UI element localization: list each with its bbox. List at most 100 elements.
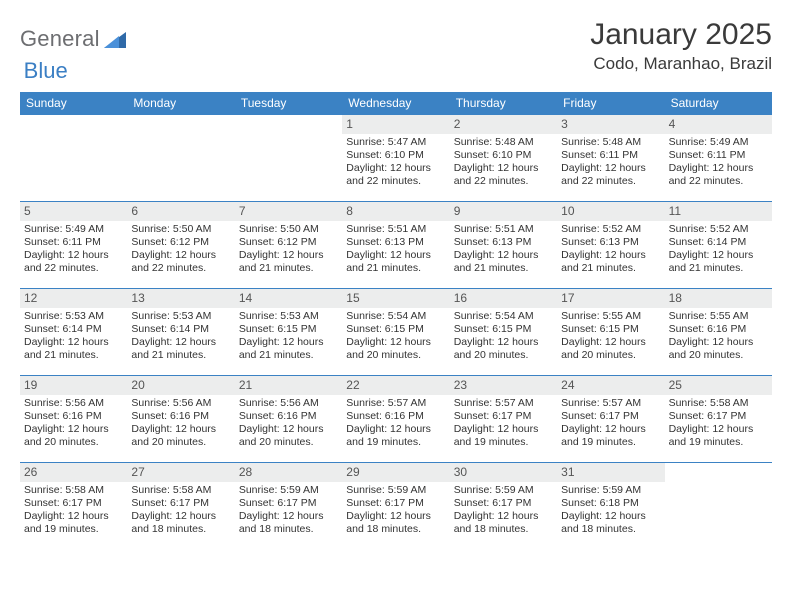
sunrise: Sunrise: 5:49 AM — [24, 223, 123, 236]
sunset: Sunset: 6:14 PM — [669, 236, 768, 249]
logo-triangle-icon — [104, 30, 126, 51]
sunset: Sunset: 6:10 PM — [454, 149, 553, 162]
day-detail: Sunrise: 5:56 AMSunset: 6:16 PMDaylight:… — [24, 397, 123, 450]
daylight: Daylight: 12 hours and 21 minutes. — [239, 249, 338, 275]
daylight: Daylight: 12 hours and 21 minutes. — [131, 336, 230, 362]
day-detail: Sunrise: 5:58 AMSunset: 6:17 PMDaylight:… — [131, 484, 230, 537]
sunset: Sunset: 6:17 PM — [669, 410, 768, 423]
day-cell — [665, 463, 772, 549]
sunrise: Sunrise: 5:47 AM — [346, 136, 445, 149]
day-cell: 12Sunrise: 5:53 AMSunset: 6:14 PMDayligh… — [20, 289, 127, 375]
day-number — [665, 463, 772, 482]
sunrise: Sunrise: 5:56 AM — [24, 397, 123, 410]
day-number: 29 — [342, 463, 449, 482]
day-detail: Sunrise: 5:54 AMSunset: 6:15 PMDaylight:… — [346, 310, 445, 363]
dow-sun: Sunday — [20, 92, 127, 115]
sunset: Sunset: 6:16 PM — [346, 410, 445, 423]
day-cell — [127, 115, 234, 201]
week-row: 1Sunrise: 5:47 AMSunset: 6:10 PMDaylight… — [20, 115, 772, 202]
day-number: 23 — [450, 376, 557, 395]
day-detail: Sunrise: 5:57 AMSunset: 6:16 PMDaylight:… — [346, 397, 445, 450]
sunset: Sunset: 6:12 PM — [131, 236, 230, 249]
day-detail: Sunrise: 5:59 AMSunset: 6:17 PMDaylight:… — [454, 484, 553, 537]
day-number — [20, 115, 127, 134]
sunrise: Sunrise: 5:50 AM — [239, 223, 338, 236]
dow-thu: Thursday — [450, 92, 557, 115]
day-detail: Sunrise: 5:55 AMSunset: 6:15 PMDaylight:… — [561, 310, 660, 363]
day-number: 14 — [235, 289, 342, 308]
sunrise: Sunrise: 5:50 AM — [131, 223, 230, 236]
day-cell — [235, 115, 342, 201]
sunset: Sunset: 6:12 PM — [239, 236, 338, 249]
sunset: Sunset: 6:17 PM — [239, 497, 338, 510]
day-detail: Sunrise: 5:58 AMSunset: 6:17 PMDaylight:… — [669, 397, 768, 450]
day-cell: 20Sunrise: 5:56 AMSunset: 6:16 PMDayligh… — [127, 376, 234, 462]
day-detail: Sunrise: 5:50 AMSunset: 6:12 PMDaylight:… — [239, 223, 338, 276]
daylight: Daylight: 12 hours and 21 minutes. — [24, 336, 123, 362]
day-cell: 10 Sunrise: 5:52 AMSunset: 6:13 PMDayligh… — [557, 202, 664, 288]
day-number: 5 — [20, 202, 127, 221]
day-number: 21 — [235, 376, 342, 395]
day-cell — [20, 115, 127, 201]
logo: General — [20, 26, 128, 52]
sunset: Sunset: 6:16 PM — [669, 323, 768, 336]
day-detail: Sunrise: 5:51 AMSunset: 6:13 PMDaylight:… — [454, 223, 553, 276]
sunrise: Sunrise: 5:53 AM — [239, 310, 338, 323]
sunset: Sunset: 6:11 PM — [24, 236, 123, 249]
day-detail: Sunrise: 5:52 AMSunset: 6:13 PMDaylight:… — [561, 223, 660, 276]
day-number: 1 — [342, 115, 449, 134]
day-number: 7 — [235, 202, 342, 221]
day-number: 4 — [665, 115, 772, 134]
daylight: Daylight: 12 hours and 18 minutes. — [239, 510, 338, 536]
sunset: Sunset: 6:13 PM — [454, 236, 553, 249]
day-cell: 5 Sunrise: 5:49 AMSunset: 6:11 PMDaylight… — [20, 202, 127, 288]
day-detail: Sunrise: 5:49 AMSunset: 6:11 PMDaylight:… — [669, 136, 768, 189]
sunset: Sunset: 6:17 PM — [454, 410, 553, 423]
sunset: Sunset: 6:13 PM — [346, 236, 445, 249]
day-cell: 1 Sunrise: 5:47 AMSunset: 6:10 PMDaylight… — [342, 115, 449, 201]
day-cell: 11Sunrise: 5:52 AMSunset: 6:14 PMDayligh… — [665, 202, 772, 288]
calendar: Sunday Monday Tuesday Wednesday Thursday… — [20, 92, 772, 549]
sunrise: Sunrise: 5:57 AM — [561, 397, 660, 410]
day-number: 10 — [557, 202, 664, 221]
day-cell: 26Sunrise: 5:58 AMSunset: 6:17 PMDayligh… — [20, 463, 127, 549]
day-detail: Sunrise: 5:47 AMSunset: 6:10 PMDaylight:… — [346, 136, 445, 189]
week-row: 5Sunrise: 5:49 AMSunset: 6:11 PMDaylight… — [20, 202, 772, 289]
sunset: Sunset: 6:11 PM — [561, 149, 660, 162]
day-number: 24 — [557, 376, 664, 395]
daylight: Daylight: 12 hours and 19 minutes. — [669, 423, 768, 449]
sunset: Sunset: 6:17 PM — [131, 497, 230, 510]
sunrise: Sunrise: 5:59 AM — [561, 484, 660, 497]
day-detail: Sunrise: 5:53 AMSunset: 6:14 PMDaylight:… — [131, 310, 230, 363]
daylight: Daylight: 12 hours and 19 minutes. — [24, 510, 123, 536]
sunrise: Sunrise: 5:51 AM — [346, 223, 445, 236]
day-number: 15 — [342, 289, 449, 308]
sunrise: Sunrise: 5:48 AM — [561, 136, 660, 149]
daylight: Daylight: 12 hours and 22 minutes. — [669, 162, 768, 188]
day-number: 2 — [450, 115, 557, 134]
day-number: 30 — [450, 463, 557, 482]
day-detail: Sunrise: 5:55 AMSunset: 6:16 PMDaylight:… — [669, 310, 768, 363]
sunset: Sunset: 6:15 PM — [346, 323, 445, 336]
daylight: Daylight: 12 hours and 20 minutes. — [561, 336, 660, 362]
week-row: 19Sunrise: 5:56 AMSunset: 6:16 PMDayligh… — [20, 376, 772, 463]
day-cell: 27Sunrise: 5:58 AMSunset: 6:17 PMDayligh… — [127, 463, 234, 549]
daylight: Daylight: 12 hours and 21 minutes. — [561, 249, 660, 275]
daylight: Daylight: 12 hours and 21 minutes. — [454, 249, 553, 275]
day-number: 28 — [235, 463, 342, 482]
sunset: Sunset: 6:16 PM — [239, 410, 338, 423]
sunset: Sunset: 6:17 PM — [454, 497, 553, 510]
sunset: Sunset: 6:15 PM — [454, 323, 553, 336]
day-detail: Sunrise: 5:49 AMSunset: 6:11 PMDaylight:… — [24, 223, 123, 276]
day-cell: 17Sunrise: 5:55 AMSunset: 6:15 PMDayligh… — [557, 289, 664, 375]
sunset: Sunset: 6:15 PM — [561, 323, 660, 336]
day-cell: 28Sunrise: 5:59 AMSunset: 6:17 PMDayligh… — [235, 463, 342, 549]
sunset: Sunset: 6:14 PM — [24, 323, 123, 336]
daylight: Daylight: 12 hours and 18 minutes. — [561, 510, 660, 536]
day-cell: 8Sunrise: 5:51 AMSunset: 6:13 PMDaylight… — [342, 202, 449, 288]
day-number: 20 — [127, 376, 234, 395]
sunset: Sunset: 6:17 PM — [24, 497, 123, 510]
daylight: Daylight: 12 hours and 20 minutes. — [131, 423, 230, 449]
day-cell: 19Sunrise: 5:56 AMSunset: 6:16 PMDayligh… — [20, 376, 127, 462]
daylight: Daylight: 12 hours and 20 minutes. — [239, 423, 338, 449]
